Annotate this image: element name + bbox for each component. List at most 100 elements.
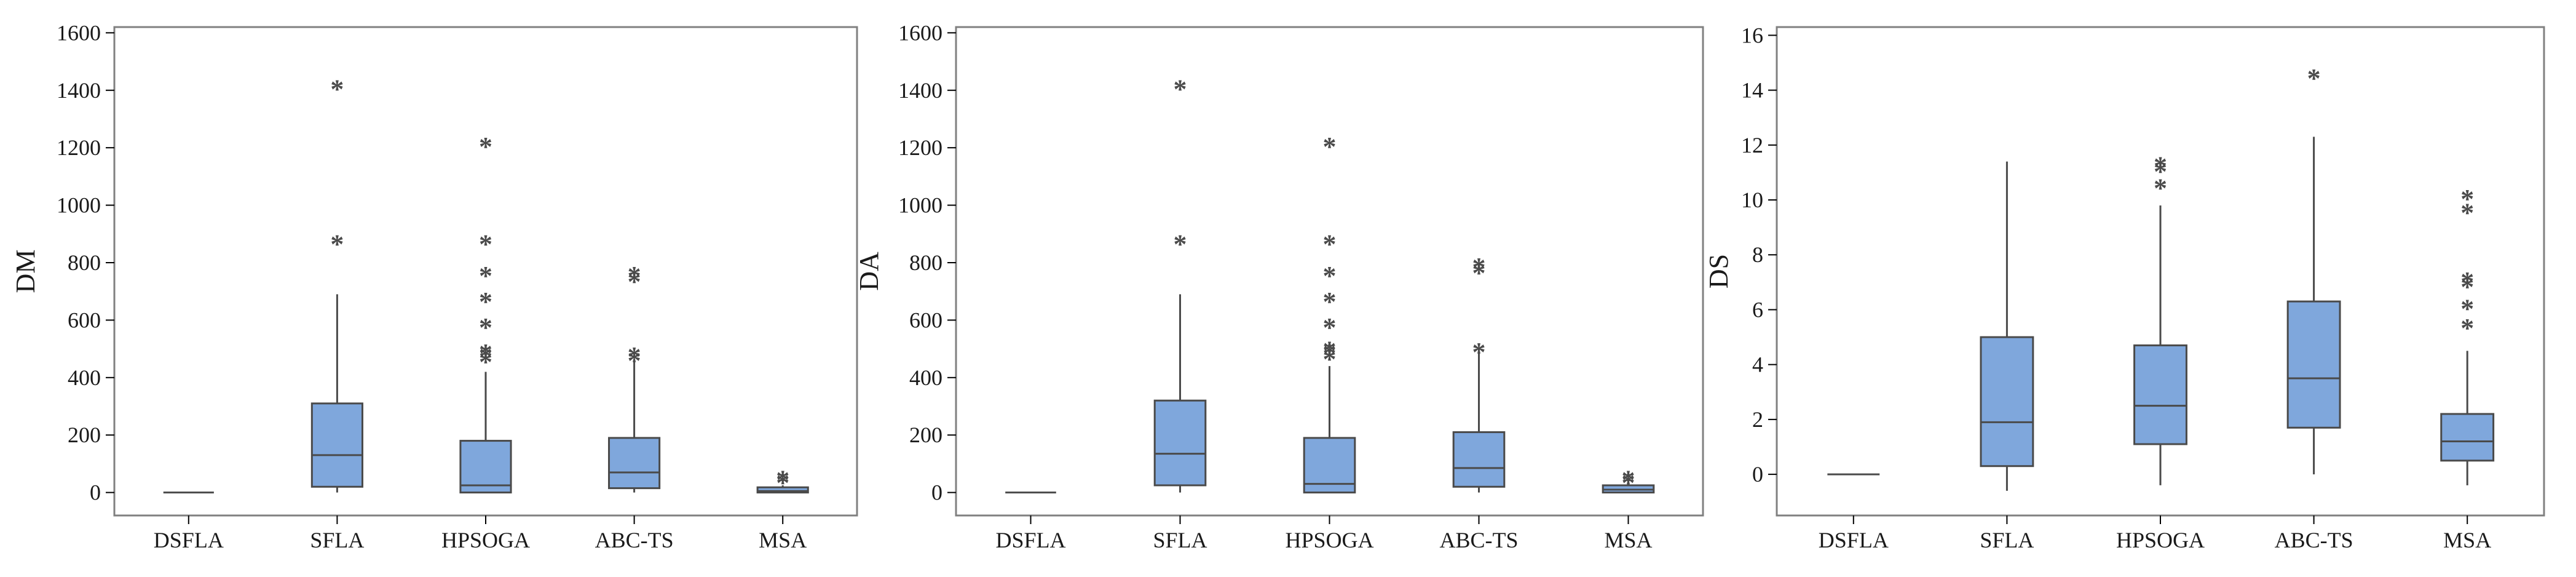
y-tick-label: 16 (1741, 23, 1763, 47)
outlier-marker: * (1323, 335, 1337, 365)
box-hpsoga: ******** (459, 132, 512, 494)
box-abc-ts: *** (1452, 252, 1506, 493)
outlier-marker: * (479, 287, 492, 317)
box-hpsoga: *** (2133, 151, 2187, 485)
outlier-marker: * (1622, 465, 1635, 495)
y-tick-label: 1200 (57, 135, 101, 160)
box-msa: ****** (2440, 184, 2495, 485)
panel-da: 02004006008001000120014001600DADSFLA**SF… (854, 20, 1704, 552)
outlier-marker: * (2154, 173, 2167, 203)
x-tick-label: DSFLA (995, 528, 1065, 552)
outlier-marker: * (1323, 287, 1337, 317)
y-tick-label: 1600 (898, 20, 942, 45)
y-tick-label: 4 (1752, 352, 1763, 377)
y-tick-label: 400 (68, 365, 101, 390)
box-sfla (1980, 161, 2034, 491)
iqr-box (2286, 300, 2341, 429)
x-tick-label: SFLA (310, 528, 364, 552)
iqr-box (756, 486, 809, 494)
x-tick-label: DSFLA (154, 528, 224, 552)
outlier-marker: * (628, 346, 641, 376)
outlier-marker: * (776, 465, 789, 495)
outlier-marker: * (1472, 337, 1486, 367)
outlier-marker: * (1472, 258, 1486, 288)
y-tick-label: 8 (1752, 242, 1763, 267)
outlier-marker: * (1323, 338, 1337, 368)
x-tick-label: MSA (1604, 528, 1652, 552)
box-abc-ts: **** (608, 261, 661, 493)
y-tick-label: 0 (1752, 462, 1763, 487)
x-tick-label: ABC-TS (2275, 528, 2353, 552)
outlier-marker: * (479, 261, 492, 291)
y-tick-label: 1200 (898, 135, 942, 160)
outlier-marker: * (2307, 63, 2321, 94)
outlier-marker: * (479, 312, 492, 343)
x-tick-label: SFLA (1153, 528, 1207, 552)
outlier-marker: * (628, 266, 641, 296)
y-tick-label: 2 (1752, 407, 1763, 432)
iqr-box (459, 440, 512, 494)
box-abc-ts: * (2286, 63, 2341, 475)
outlier-marker: * (628, 341, 641, 372)
y-tick-label: 12 (1741, 133, 1763, 157)
y-tick-label: 200 (909, 423, 942, 447)
outlier-marker: * (479, 341, 492, 372)
x-tick-label: SFLA (1980, 528, 2034, 552)
panel-dm: 02004006008001000120014001600DMDSFLA**SF… (10, 20, 858, 552)
box-msa: ** (1602, 465, 1655, 498)
x-tick-label: HPSOGA (2116, 528, 2205, 552)
outlier-marker: * (2460, 184, 2474, 214)
box-hpsoga: ******** (1303, 132, 1356, 494)
outlier-marker: * (479, 132, 492, 162)
outlier-marker: * (1323, 344, 1337, 374)
outlier-marker: * (2460, 266, 2474, 296)
y-tick-label: 400 (909, 365, 942, 390)
box-sfla: ** (310, 74, 363, 493)
outlier-marker: * (1323, 132, 1337, 162)
y-tick-label: 0 (90, 480, 101, 505)
iqr-box (1153, 399, 1207, 487)
outlier-marker: * (479, 229, 492, 260)
x-tick-label: HPSOGA (1285, 528, 1373, 552)
iqr-box (1980, 336, 2034, 468)
outlier-marker: * (2154, 151, 2167, 181)
y-axis-label: DS (1704, 254, 1734, 288)
y-tick-label: 1000 (898, 193, 942, 218)
outlier-marker: * (330, 229, 344, 260)
y-tick-label: 1400 (57, 78, 101, 103)
iqr-box (310, 402, 363, 488)
outlier-marker: * (2460, 313, 2474, 343)
y-tick-label: 800 (909, 250, 942, 275)
y-tick-label: 14 (1741, 78, 1763, 103)
outlier-marker: * (2154, 156, 2167, 186)
outlier-marker: * (2460, 272, 2474, 302)
iqr-box (1452, 431, 1506, 488)
y-tick-label: 600 (68, 308, 101, 332)
outlier-marker: * (1323, 261, 1337, 291)
y-axis-label: DA (854, 252, 884, 291)
iqr-box (2133, 344, 2187, 445)
y-tick-label: 10 (1741, 188, 1763, 212)
x-tick-label: ABC-TS (1439, 528, 1518, 552)
outlier-marker: * (1174, 74, 1187, 104)
y-axis-label: DM (10, 250, 41, 293)
y-tick-label: 1600 (57, 20, 101, 45)
x-tick-label: ABC-TS (595, 528, 674, 552)
outlier-marker: * (1323, 229, 1337, 260)
y-tick-label: 1000 (57, 193, 101, 218)
outlier-marker: * (776, 468, 789, 498)
iqr-box (2440, 413, 2495, 462)
y-tick-label: 600 (909, 308, 942, 332)
y-tick-label: 800 (68, 250, 101, 275)
x-tick-label: MSA (2443, 528, 2491, 552)
outlier-marker: * (330, 74, 344, 104)
outlier-marker: * (1472, 252, 1486, 282)
box-sfla: ** (1153, 74, 1207, 493)
y-tick-label: 1400 (898, 78, 942, 103)
x-tick-label: MSA (759, 528, 807, 552)
outlier-marker: * (1622, 468, 1635, 498)
outlier-marker: * (1323, 312, 1337, 343)
outlier-marker: * (479, 338, 492, 368)
